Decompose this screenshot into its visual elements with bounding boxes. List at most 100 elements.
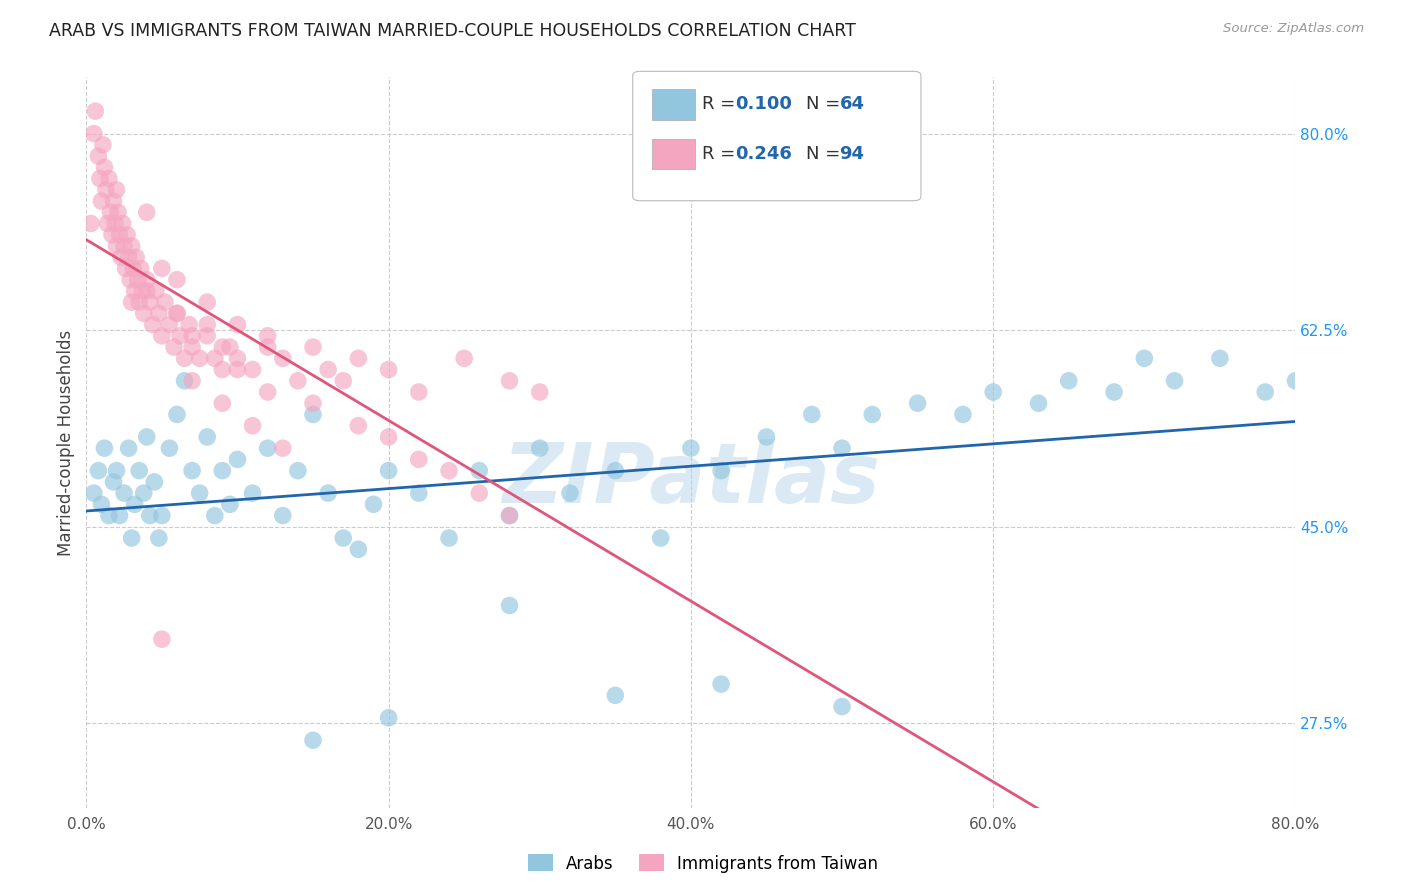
Point [181,374,204,388]
Text: N =: N = [806,95,845,113]
Point [302,408,325,422]
Point [93,161,115,175]
Point [226,452,249,467]
Point [437,531,460,545]
Point [121,295,143,310]
Point [498,508,520,523]
Point [498,599,520,613]
Point [256,340,278,354]
Point [105,239,128,253]
Point [211,362,233,376]
Point [122,261,145,276]
Point [188,351,211,366]
Point [103,475,125,489]
Point [131,284,153,298]
Point [408,452,430,467]
Point [145,284,167,298]
Point [302,340,325,354]
Point [166,306,188,320]
Point [177,318,200,332]
Point [97,508,120,523]
Point [218,497,240,511]
Point [124,497,146,511]
Point [150,261,173,276]
Point [105,464,128,478]
Point [135,284,157,298]
Point [256,384,278,399]
Point [377,362,399,376]
Text: R =: R = [702,95,741,113]
Point [271,351,294,366]
Point [363,497,385,511]
Text: ARAB VS IMMIGRANTS FROM TAIWAN MARRIED-COUPLE HOUSEHOLDS CORRELATION CHART: ARAB VS IMMIGRANTS FROM TAIWAN MARRIED-C… [49,22,856,40]
Legend: Arabs, Immigrants from Taiwan: Arabs, Immigrants from Taiwan [522,847,884,880]
Point [468,464,491,478]
Point [124,284,146,298]
Point [679,441,702,455]
Point [112,486,135,500]
Text: R =: R = [702,145,741,163]
Point [153,295,176,310]
Point [120,273,142,287]
Point [107,205,129,219]
Point [377,464,399,478]
Point [103,194,125,208]
Point [112,239,135,253]
Point [108,508,131,523]
Point [110,250,132,264]
Point [211,396,233,410]
Point [128,464,150,478]
Point [860,408,883,422]
Point [96,217,118,231]
Point [650,531,672,545]
Text: 94: 94 [839,145,865,163]
Point [121,531,143,545]
Point [271,508,294,523]
Point [529,384,551,399]
Point [332,531,354,545]
Point [104,217,127,231]
Point [166,306,188,320]
Text: 0.100: 0.100 [735,95,792,113]
Point [114,261,136,276]
Text: 0.246: 0.246 [735,145,792,163]
Point [377,430,399,444]
Point [1209,351,1232,366]
Point [271,441,294,455]
Point [93,441,115,455]
Point [377,711,399,725]
Point [408,486,430,500]
Point [347,418,370,433]
Point [498,508,520,523]
Point [173,351,195,366]
Point [226,362,249,376]
Point [195,318,218,332]
Point [800,408,823,422]
Point [157,441,180,455]
Text: Source: ZipAtlas.com: Source: ZipAtlas.com [1223,22,1364,36]
Point [195,430,218,444]
Point [150,632,173,647]
Point [952,408,974,422]
Point [211,340,233,354]
Point [347,351,370,366]
Point [204,351,226,366]
Point [453,351,475,366]
Point [332,374,354,388]
Point [166,408,188,422]
Point [115,227,138,242]
Point [105,183,128,197]
Point [302,396,325,410]
Point [108,227,131,242]
Point [437,464,460,478]
Point [468,486,491,500]
Point [135,273,157,287]
Point [242,362,264,376]
Point [125,250,148,264]
Point [101,227,124,242]
Point [117,250,139,264]
Point [127,273,149,287]
Point [226,351,249,366]
Point [1163,374,1185,388]
Point [710,464,733,478]
